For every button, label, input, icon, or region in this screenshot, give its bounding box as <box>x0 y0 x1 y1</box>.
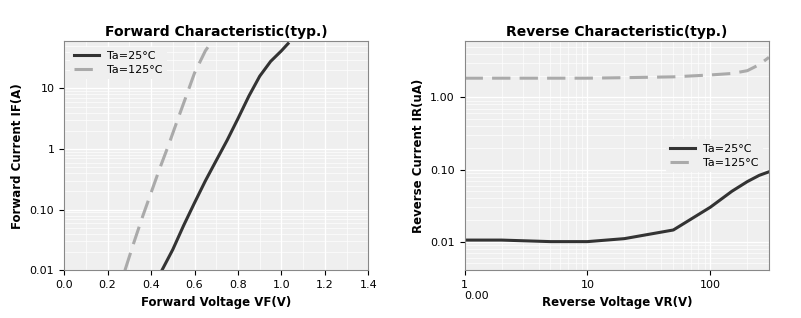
Ta=125°C <box>147 191 156 195</box>
Ta=125°C <box>743 69 752 73</box>
Ta=125°C <box>497 76 506 80</box>
Ta=125°C <box>669 75 678 79</box>
Ta=125°C <box>211 34 221 38</box>
Ta=125°C <box>172 119 182 123</box>
Ta=25°C <box>545 240 555 244</box>
Ta=125°C <box>755 63 764 66</box>
Ta=25°C <box>497 238 506 242</box>
Ta=125°C <box>460 76 469 80</box>
Ta=125°C <box>181 95 191 99</box>
Ta=25°C <box>179 224 188 227</box>
Ta=125°C <box>120 268 130 272</box>
Y-axis label: Forward Current IF(A): Forward Current IF(A) <box>11 83 24 229</box>
Ta=25°C <box>764 170 774 174</box>
Ta=25°C <box>706 205 715 209</box>
Ta=25°C <box>755 173 764 177</box>
Line: Ta=125°C: Ta=125°C <box>125 36 216 270</box>
Y-axis label: Reverse Current IR(uA): Reverse Current IR(uA) <box>412 79 425 233</box>
Ta=25°C <box>620 237 630 240</box>
Ta=25°C <box>266 59 276 63</box>
Ta=25°C <box>582 240 592 244</box>
Ta=25°C <box>157 268 167 272</box>
Ta=25°C <box>669 228 678 232</box>
Ta=25°C <box>284 42 293 45</box>
X-axis label: Reverse Voltage VR(V): Reverse Voltage VR(V) <box>541 295 692 308</box>
Ta=25°C <box>727 189 737 193</box>
Ta=25°C <box>233 117 243 121</box>
Ta=25°C <box>571 240 581 244</box>
Ta=125°C <box>129 241 139 245</box>
Ta=25°C <box>276 49 286 53</box>
Ta=125°C <box>545 76 555 80</box>
Line: Ta=25°C: Ta=25°C <box>465 172 769 242</box>
Ta=25°C <box>190 201 199 205</box>
Ta=125°C <box>155 167 164 170</box>
Text: 0.00: 0.00 <box>465 291 489 301</box>
Legend: Ta=25°C, Ta=125°C: Ta=25°C, Ta=125°C <box>70 47 167 79</box>
Ta=125°C <box>706 73 715 77</box>
Ta=125°C <box>582 76 592 80</box>
Ta=125°C <box>727 72 737 75</box>
Ta=125°C <box>163 143 173 147</box>
Line: Ta=125°C: Ta=125°C <box>465 57 769 78</box>
Ta=25°C <box>223 138 232 142</box>
Ta=125°C <box>138 215 147 219</box>
Ta=25°C <box>460 238 469 242</box>
Legend: Ta=25°C, Ta=125°C: Ta=25°C, Ta=125°C <box>666 139 763 172</box>
Line: Ta=25°C: Ta=25°C <box>162 44 288 270</box>
Ta=25°C <box>168 248 178 252</box>
Title: Forward Characteristic(typ.): Forward Characteristic(typ.) <box>105 25 328 39</box>
Ta=25°C <box>211 159 221 162</box>
Ta=25°C <box>743 180 752 183</box>
Title: Reverse Characteristic(typ.): Reverse Characteristic(typ.) <box>506 25 727 39</box>
X-axis label: Forward Voltage VF(V): Forward Voltage VF(V) <box>141 295 292 308</box>
Ta=125°C <box>190 71 199 75</box>
Ta=125°C <box>620 76 630 80</box>
Ta=125°C <box>764 55 774 59</box>
Ta=25°C <box>244 94 254 98</box>
Ta=25°C <box>255 74 264 78</box>
Ta=25°C <box>200 179 210 183</box>
Ta=125°C <box>200 49 210 53</box>
